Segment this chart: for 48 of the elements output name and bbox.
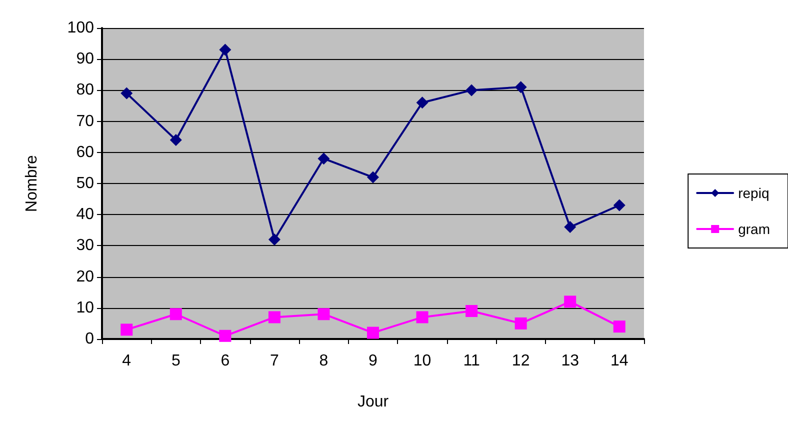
point xyxy=(416,96,428,109)
x-tick-label: 10 xyxy=(413,352,432,370)
y-tick-label: 100 xyxy=(67,20,94,36)
x-tick-label: 9 xyxy=(368,352,378,370)
point xyxy=(367,171,379,184)
point xyxy=(268,233,280,246)
point xyxy=(170,134,182,146)
x-tick-label: 5 xyxy=(171,352,180,370)
y-tick-label: 60 xyxy=(76,144,94,161)
y-tick-label: 90 xyxy=(76,50,94,68)
point xyxy=(318,152,330,165)
x-tick-label: 6 xyxy=(220,352,230,370)
point xyxy=(613,199,626,212)
x-tick-label: 8 xyxy=(319,352,328,370)
y-tick-label: 80 xyxy=(76,82,94,99)
point xyxy=(268,311,280,324)
point xyxy=(120,324,133,336)
x-axis-title: Jour xyxy=(357,394,390,410)
point xyxy=(219,330,232,342)
y-tick-label: 30 xyxy=(76,237,94,254)
y-tick-label: 0 xyxy=(85,330,94,348)
y-tick-label: 70 xyxy=(76,112,94,130)
x-tick-label: 7 xyxy=(270,352,279,370)
y-axis-title: Nombre xyxy=(24,154,40,212)
point xyxy=(514,81,527,94)
x-tick-label: 14 xyxy=(610,352,628,370)
point xyxy=(120,87,133,100)
point xyxy=(170,308,182,320)
legend-label: repiq xyxy=(738,185,770,201)
y-tick-label: 50 xyxy=(76,175,94,192)
y-tick-label: 20 xyxy=(76,268,94,286)
y-tick-label: 40 xyxy=(76,206,94,224)
point xyxy=(416,311,428,324)
point xyxy=(367,326,379,339)
point xyxy=(466,84,478,96)
x-tick-label: 12 xyxy=(512,352,530,370)
point xyxy=(564,296,576,308)
point xyxy=(613,320,626,333)
point xyxy=(318,308,330,320)
y-tick-label: 10 xyxy=(76,299,94,316)
point xyxy=(466,305,478,318)
x-tick-label: 13 xyxy=(561,352,580,370)
x-tick-label: 11 xyxy=(463,352,480,370)
point xyxy=(219,44,232,56)
x-tick-label: 4 xyxy=(122,352,132,370)
point xyxy=(564,221,576,234)
legend-label: gram xyxy=(738,221,770,237)
point xyxy=(514,317,527,330)
